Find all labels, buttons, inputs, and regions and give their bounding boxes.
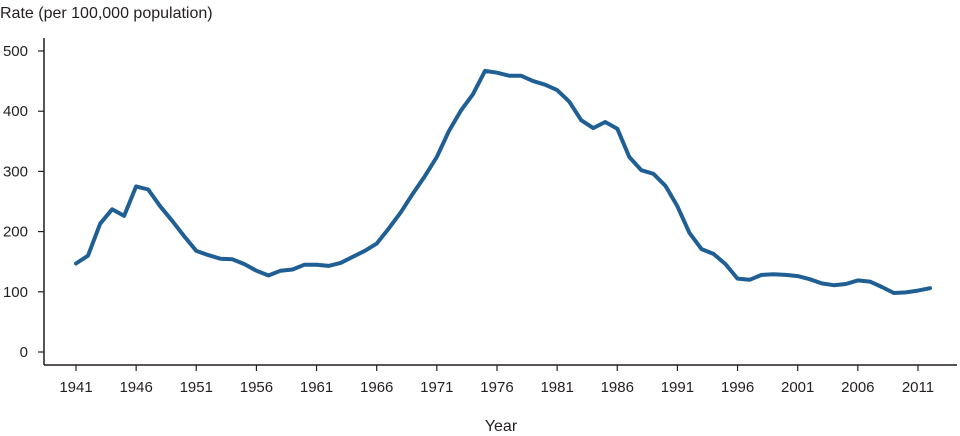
x-tick-label: 1951 (180, 379, 213, 396)
y-tick-label: 100 (3, 284, 28, 301)
x-tick-label: 1966 (360, 379, 393, 396)
x-tick-label: 1996 (721, 379, 754, 396)
y-tick-label: 300 (3, 163, 28, 180)
y-axis-ticks: 0 100 200 300 400 500 (3, 43, 44, 361)
x-tick-label: 2001 (781, 379, 814, 396)
x-tick-label: 2011 (902, 379, 934, 396)
series-line (74, 68, 932, 295)
x-tick-label: 1991 (661, 379, 694, 396)
x-tick-label: 2006 (841, 379, 874, 396)
x-tick-label: 1976 (480, 379, 513, 396)
y-tick-label: 500 (3, 43, 28, 60)
x-tick-label: 1961 (300, 379, 333, 396)
x-tick-label: 1956 (240, 379, 273, 396)
x-axis-ticks: 1941 1946 1951 1956 1961 1966 1971 1976 1981 1986… (59, 365, 934, 396)
y-tick-label: 400 (3, 103, 28, 120)
y-tick-label: 0 (20, 344, 28, 361)
x-axis-title: Year (485, 418, 518, 435)
x-tick-label: 1946 (119, 379, 152, 396)
x-tick-label: 1986 (601, 379, 634, 396)
x-tick-label: 1971 (420, 379, 453, 396)
y-axis-title: Rate (per 100,000 population) (0, 5, 213, 22)
x-tick-label: 1981 (540, 379, 573, 396)
y-tick-label: 200 (3, 224, 28, 241)
x-tick-label: 1941 (59, 379, 92, 396)
